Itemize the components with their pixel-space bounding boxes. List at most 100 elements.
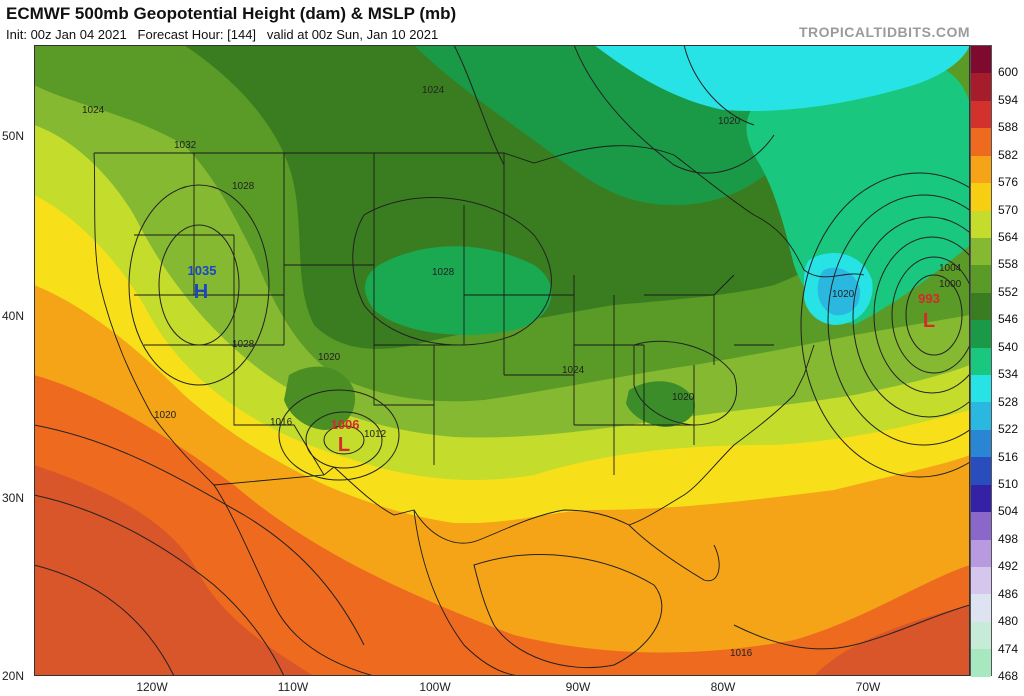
colorbar-swatch: [971, 46, 991, 74]
colorbar-swatch: [971, 594, 991, 622]
colorbar-label: 468: [998, 669, 1019, 683]
colorbar-label: 558: [998, 257, 1019, 272]
isobar-label: 1024: [82, 105, 105, 116]
low-pressure-center-southwest: 1006 L: [331, 417, 360, 456]
colorbar-label: 552: [998, 284, 1019, 299]
high-pressure-center: 1035 H: [188, 263, 217, 303]
colorbar-swatch: [971, 484, 991, 513]
isobar-label: 1028: [232, 339, 255, 350]
colorbar-swatch: [971, 539, 991, 568]
colorbar-label: 510: [998, 476, 1019, 491]
lon-label-120w: 120W: [136, 680, 168, 694]
isobar-label: 1020: [154, 410, 177, 421]
isobar-label: 1016: [730, 648, 753, 659]
colorbar-swatch: [971, 457, 991, 485]
colorbar-swatch: [971, 210, 991, 238]
low-pressure-center-atlantic: 993 L: [918, 291, 940, 332]
colorbar-swatch: [971, 265, 991, 293]
band-540-ohio: [364, 246, 552, 335]
colorbar-swatch: [971, 183, 991, 211]
colorbar-swatch: [971, 155, 991, 184]
lon-label-90w: 90W: [565, 680, 591, 694]
colorbar-label: 534: [998, 367, 1019, 382]
colorbar-swatch: [971, 320, 991, 348]
isobar-label: 1028: [232, 181, 255, 192]
isobar-label: 1020: [718, 116, 741, 127]
lat-label-40n: 40N: [2, 309, 25, 323]
colorbar-label: 582: [998, 147, 1019, 162]
colorbar-label: 540: [998, 339, 1019, 354]
isobar-labels: 1024 1032 1028 1024 1020 1028 1028 1020 …: [82, 85, 962, 659]
isobar-label: 1004: [939, 263, 962, 274]
high-pressure-marker: H: [194, 281, 208, 303]
colorbar-swatch: [971, 402, 991, 430]
isobar-label: 1020: [672, 392, 695, 403]
lon-label-110w: 110W: [277, 680, 309, 694]
colorbar-label: 594: [998, 92, 1019, 107]
isobar-label: 1028: [432, 267, 455, 278]
band-546-west: [284, 366, 356, 430]
isobar-label: 1032: [174, 140, 197, 151]
isobars: [34, 45, 970, 676]
isobar-label: 1020: [832, 289, 855, 300]
colorbar-label: 480: [998, 614, 1019, 629]
colorbar-label: 546: [998, 312, 1019, 327]
height-colorbar: [970, 45, 992, 677]
valid-time: valid at 00z Sun, Jan 10 2021: [266, 27, 439, 42]
colorbar-label: 504: [998, 504, 1019, 519]
colorbar-swatch: [971, 429, 991, 458]
colorbar-label: 528: [998, 394, 1019, 409]
band-528: [594, 45, 970, 111]
chart-title: ECMWF 500mb Geopotential Height (dam) & …: [6, 4, 457, 23]
isobar-label: 1000: [939, 279, 962, 290]
colorbar-swatch: [971, 512, 991, 540]
colorbar-swatch: [971, 292, 991, 321]
band-534: [746, 59, 970, 325]
weather-map: 1024 1032 1028 1024 1020 1028 1028 1020 …: [34, 45, 970, 676]
lon-label-100w: 100W: [419, 680, 451, 694]
lat-label-20n: 20N: [2, 669, 25, 683]
init-time: Init: 00z Jan 04 2021: [6, 27, 127, 42]
low-pressure-marker: L: [923, 310, 935, 332]
isobar-label: 1016: [270, 417, 293, 428]
colorbar-label: 492: [998, 559, 1019, 574]
colorbar-label: 570: [998, 202, 1019, 217]
colorbar-label: 576: [998, 175, 1019, 190]
low-pressure-value: 1006: [331, 417, 360, 432]
lat-label-30n: 30N: [2, 491, 25, 505]
isobar-label: 1020: [318, 352, 341, 363]
isobar-label: 1024: [422, 85, 445, 96]
lon-label-80w: 80W: [710, 680, 736, 694]
colorbar-swatch: [971, 621, 991, 650]
band-522: [817, 267, 861, 316]
brand-watermark: TROPICALTIDBITS.COM: [798, 24, 970, 40]
colorbar-swatch: [971, 237, 991, 266]
chart-subtitle: Init: 00z Jan 04 2021 Forecast Hour: [14…: [6, 27, 438, 42]
colorbar-label: 564: [998, 230, 1019, 245]
isobar-label: 1012: [364, 429, 387, 440]
map-frame: [34, 45, 970, 676]
boundaries: [93, 145, 865, 676]
colorbar-label: 486: [998, 586, 1019, 601]
colorbar-swatch: [971, 375, 991, 403]
map-canvas: 1024 1032 1028 1024 1020 1028 1028 1020 …: [34, 45, 970, 676]
colorbar-swatch: [971, 73, 991, 101]
lon-label-70w: 70W: [855, 680, 881, 694]
colorbar-label: 516: [998, 449, 1019, 464]
colorbar-swatch: [971, 128, 991, 156]
low-pressure-marker: L: [338, 434, 350, 456]
colorbar-swatch: [971, 649, 991, 677]
isobar-label: 1024: [562, 365, 585, 376]
high-pressure-value: 1035: [188, 263, 217, 278]
colorbar-swatch: [971, 100, 991, 129]
colorbar-label: 522: [998, 422, 1019, 437]
colorbar-swatch: [971, 347, 991, 376]
colorbar-swatch: [971, 567, 991, 595]
colorbar-label: 498: [998, 531, 1019, 546]
colorbar-label: 600: [998, 65, 1019, 80]
colorbar-label: 474: [998, 641, 1019, 656]
forecast-hour: Forecast Hour: [144]: [137, 27, 257, 42]
lat-label-50n: 50N: [2, 129, 25, 143]
band-540-south: [626, 381, 695, 427]
low-pressure-value: 993: [918, 291, 940, 306]
